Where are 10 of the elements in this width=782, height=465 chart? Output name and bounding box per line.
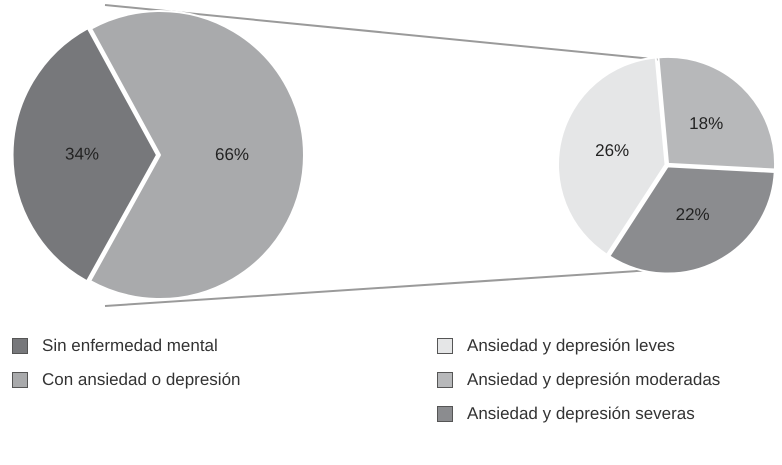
legend-label: Ansiedad y depresión severas	[467, 404, 695, 424]
legend-label: Ansiedad y depresión leves	[467, 336, 675, 356]
data-label: 26%	[595, 141, 630, 160]
data-label: 66%	[214, 144, 250, 164]
data-label: 18%	[689, 114, 724, 133]
data-label: 34%	[64, 144, 100, 164]
legend-label: Sin enfermedad mental	[42, 336, 218, 356]
data-label: 22%	[676, 205, 710, 224]
legend-label: Ansiedad y depresión moderadas	[467, 370, 720, 390]
legend-label: Con ansiedad o depresión	[42, 370, 240, 390]
